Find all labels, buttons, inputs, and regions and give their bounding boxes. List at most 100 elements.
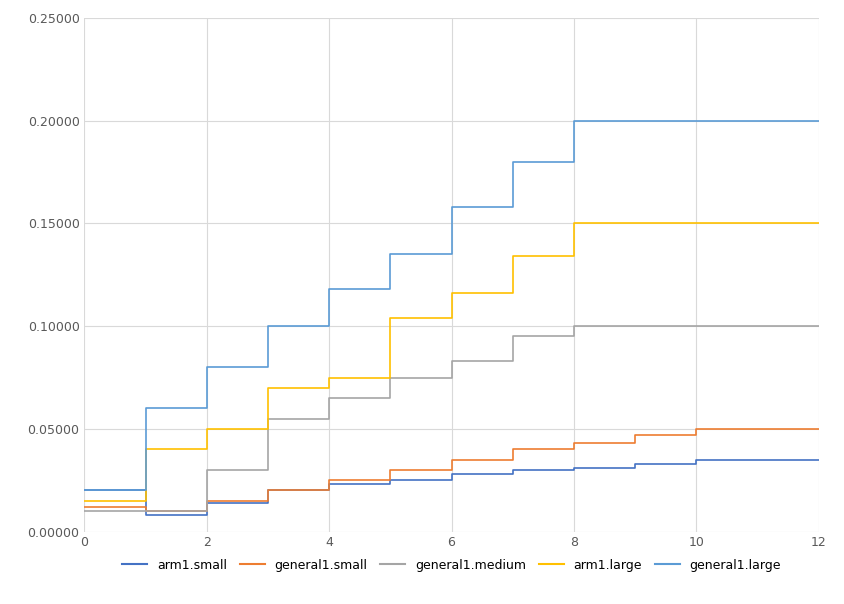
general1.large [263,323,273,330]
arm1.large [691,220,701,227]
general1.large [691,117,701,124]
general1.large [79,487,89,494]
general1.small [79,503,89,510]
arm1.large [324,384,334,391]
arm1.small [691,460,701,467]
general1.medium [569,323,579,330]
arm1.large [569,252,579,260]
general1.small [569,446,579,453]
arm1.large [814,220,824,227]
arm1.small [202,512,212,519]
general1.medium [386,394,396,402]
arm1.small [263,499,273,506]
general1.medium [446,358,457,365]
general1.small [446,466,457,474]
general1.small [202,497,212,504]
general1.large [324,286,334,293]
general1.medium [324,394,334,402]
Legend: arm1.small, general1.small, general1.medium, arm1.large, general1.large: arm1.small, general1.small, general1.med… [117,554,786,577]
general1.large [324,323,334,330]
arm1.small [324,487,334,494]
general1.large [202,405,212,412]
arm1.large [386,314,396,321]
arm1.small [630,460,641,467]
arm1.small [814,456,824,463]
general1.small [630,440,641,447]
general1.large [324,286,334,293]
arm1.large [202,446,212,453]
general1.small [324,487,334,494]
general1.medium [202,466,212,474]
arm1.small [691,456,701,463]
arm1.large [263,384,273,391]
arm1.small [446,471,457,478]
arm1.large [140,446,151,453]
arm1.large [569,220,579,227]
general1.large [630,117,641,124]
general1.large [691,117,701,124]
general1.small [386,477,396,484]
general1.medium [630,323,641,330]
general1.small [508,446,518,453]
arm1.small [630,464,641,472]
arm1.small [446,471,457,478]
arm1.large [446,290,457,297]
arm1.small [569,464,579,472]
general1.medium [630,323,641,330]
general1.medium [386,374,396,381]
arm1.small [324,481,334,488]
arm1.small [140,512,151,519]
general1.large [140,405,151,412]
general1.medium [691,323,701,330]
arm1.large [446,290,457,297]
general1.medium [140,507,151,515]
general1.large [630,117,641,124]
general1.medium [691,323,701,330]
Line: arm1.large: arm1.large [84,223,819,501]
arm1.small [508,466,518,474]
arm1.small [508,471,518,478]
general1.large [508,158,518,165]
arm1.large [569,220,579,227]
general1.small [508,446,518,453]
general1.small [324,477,334,484]
general1.medium [263,466,273,474]
general1.small [691,431,701,439]
arm1.large [508,252,518,260]
general1.large [446,204,457,211]
general1.small [263,487,273,494]
Line: general1.small: general1.small [84,429,819,511]
arm1.small [140,512,151,519]
general1.medium [79,507,89,515]
Line: arm1.small: arm1.small [84,460,819,515]
general1.medium [386,374,396,381]
general1.medium [446,374,457,381]
general1.small [691,425,701,432]
arm1.large [446,314,457,321]
arm1.small [446,477,457,484]
general1.medium [508,358,518,365]
general1.large [630,117,641,124]
general1.large [814,117,824,124]
arm1.large [324,374,334,381]
general1.large [508,158,518,165]
general1.small [630,431,641,439]
general1.large [569,117,579,124]
general1.large [508,204,518,211]
arm1.large [508,252,518,260]
general1.medium [202,507,212,515]
arm1.large [630,220,641,227]
arm1.small [140,487,151,494]
arm1.large [202,425,212,432]
arm1.small [569,466,579,474]
arm1.small [386,477,396,484]
general1.small [446,456,457,463]
general1.small [814,425,824,432]
general1.small [263,497,273,504]
arm1.large [691,220,701,227]
general1.medium [324,415,334,422]
general1.large [446,204,457,211]
arm1.small [79,487,89,494]
arm1.small [569,464,579,472]
arm1.large [140,497,151,504]
